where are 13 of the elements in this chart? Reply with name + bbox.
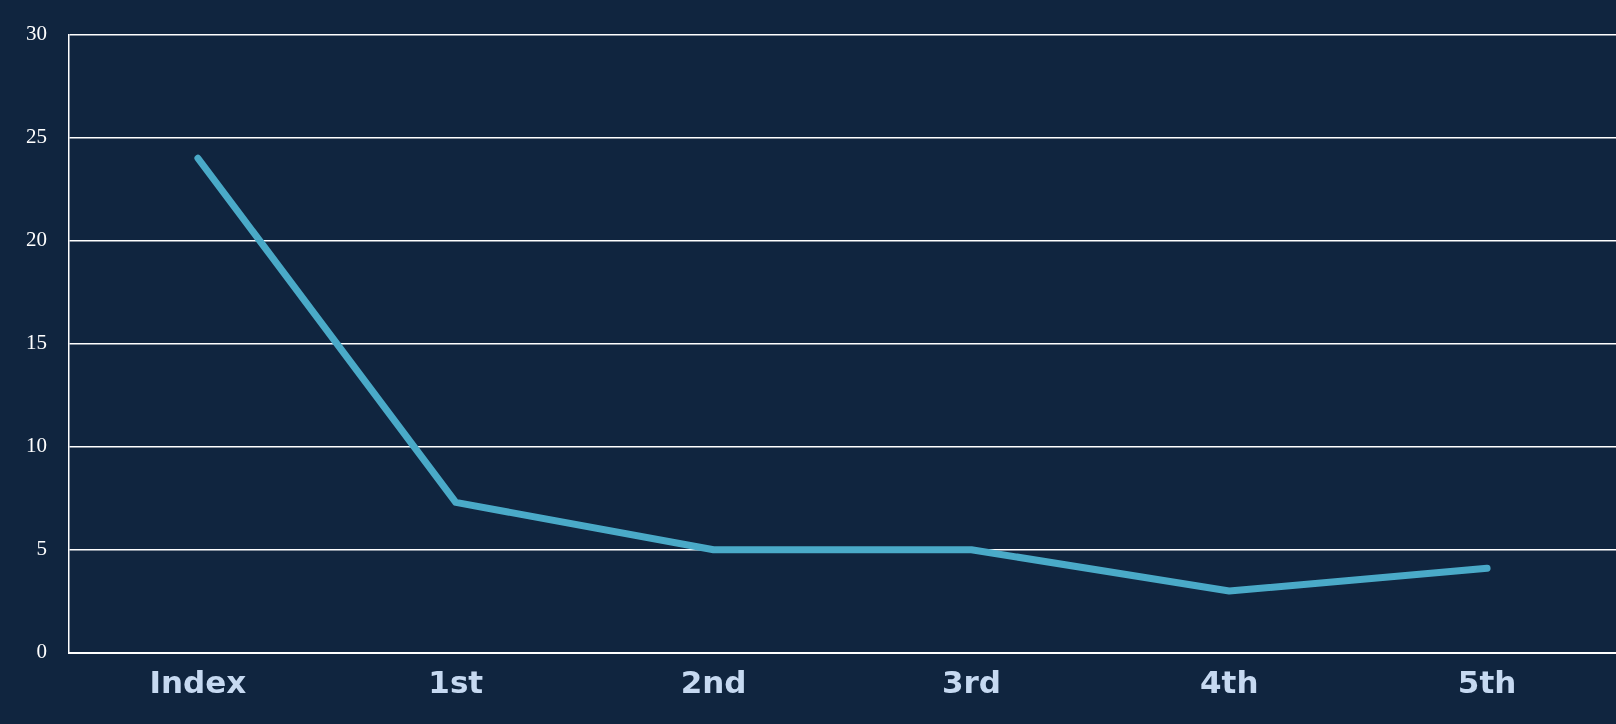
- y-tick-label: 20: [26, 227, 47, 252]
- x-tick-label: 1st: [428, 664, 484, 701]
- y-tick-label: 30: [26, 21, 47, 46]
- y-tick-label: 15: [26, 330, 47, 355]
- y-tick-label: 5: [36, 536, 47, 561]
- x-tick-label: 5th: [1457, 664, 1517, 701]
- y-tick-label: 25: [26, 124, 47, 149]
- x-tick-label: 2nd: [680, 664, 747, 701]
- x-tick-label: 3rd: [941, 664, 1001, 701]
- x-tick-label: Index: [149, 664, 247, 701]
- x-tick-label: 4th: [1200, 664, 1259, 701]
- y-tick-label: 10: [26, 433, 47, 458]
- y-tick-label: 0: [36, 639, 47, 664]
